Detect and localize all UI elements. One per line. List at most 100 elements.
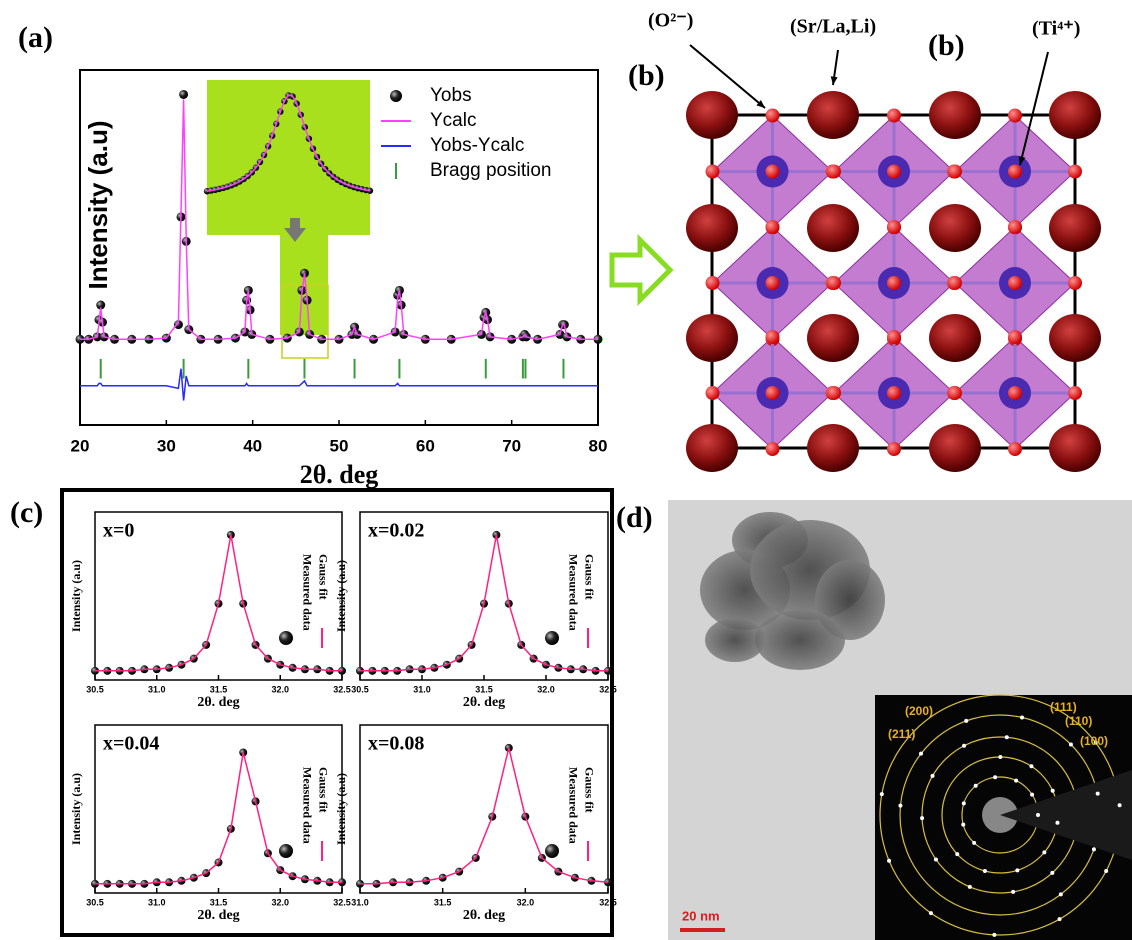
legend-label: Yobs (430, 85, 472, 106)
a-ion (929, 91, 981, 139)
spot (1118, 803, 1122, 807)
panel-label: (a) (18, 21, 53, 54)
o-ion (766, 276, 780, 290)
spot (1069, 743, 1073, 747)
legend-label: Measured data (300, 767, 314, 844)
x-tick-label: 32.0 (271, 897, 289, 907)
y-axis-label: Intensity (a.u) (83, 120, 113, 289)
spot (1030, 793, 1034, 797)
spot (1015, 868, 1019, 872)
chart-title: x=0.04 (103, 733, 159, 755)
x-tick-label: 32.0 (271, 684, 289, 694)
o-ion (948, 386, 962, 400)
x-tick-label: 30.5 (86, 897, 104, 907)
chart-title: x=0.08 (368, 733, 424, 755)
spot (962, 744, 966, 748)
ring-label: (211) (888, 727, 915, 741)
o-ion (948, 165, 962, 179)
spot (934, 857, 938, 861)
legend-label: Measured data (300, 554, 314, 631)
o-ion (1008, 330, 1022, 344)
o-ion (887, 386, 901, 400)
legend-label: Gauss fit (316, 767, 330, 813)
y-axis-label: Intensity (a.u) (69, 560, 83, 632)
o-ion (706, 276, 720, 290)
atom-label: (Ti⁴⁺) (1032, 18, 1080, 40)
x-tick-label: 70 (502, 436, 521, 455)
spot (929, 911, 933, 915)
x-tick-label: 30 (157, 436, 176, 455)
ring-label: (200) (905, 704, 933, 718)
x-tick-label: 31.5 (475, 684, 493, 694)
o-ion (827, 386, 841, 400)
x-axis-label: 2θ. deg (197, 695, 239, 710)
ring-label: (110) (1065, 714, 1092, 728)
o-ion (1008, 386, 1022, 400)
a-ion (807, 204, 859, 252)
spot (962, 801, 966, 805)
legend-label: Gauss fit (316, 554, 330, 600)
spot (1055, 821, 1059, 825)
o-ion (887, 330, 901, 344)
a-ion (929, 314, 981, 362)
crystal-structure (686, 45, 1101, 472)
o-ion (766, 109, 780, 123)
o-ion (1008, 276, 1022, 290)
spot (998, 755, 1002, 759)
o-ion (1008, 109, 1022, 123)
legend-label: Bragg position (430, 160, 551, 181)
o-ion (766, 220, 780, 234)
panel-frame (62, 490, 612, 935)
x-tick-label: 32.5 (599, 897, 617, 907)
y-axis-label: Intensity (a.u) (334, 773, 348, 845)
legend-marker (279, 844, 293, 858)
legend-label: Gauss fit (582, 554, 596, 600)
data-point (179, 90, 188, 99)
legend-marker (279, 631, 293, 645)
inset-bg (207, 80, 370, 235)
arrow (612, 240, 670, 300)
o-ion (1008, 442, 1022, 456)
tem-image: (200)(211)(111)(110)(100)20 nm (668, 500, 1132, 940)
a-ion (686, 424, 738, 472)
a-ion (686, 314, 738, 362)
x-tick-label: 50 (330, 436, 349, 455)
o-ion (887, 220, 901, 234)
a-ion (686, 91, 738, 139)
spot (1050, 871, 1054, 875)
o-ion (766, 165, 780, 179)
x-axis-label: 2θ. deg (197, 908, 239, 923)
ring-label: (100) (1080, 734, 1108, 748)
legend-label: Yobs-Ycalc (430, 135, 524, 156)
x-tick-label: 30.5 (86, 684, 104, 694)
x-tick-label: 31.0 (413, 684, 431, 694)
a-ion (807, 91, 859, 139)
spot (1014, 779, 1018, 783)
spot (983, 869, 987, 873)
o-ion (1068, 276, 1082, 290)
panel-label: (d) (616, 501, 653, 534)
o-ion (887, 276, 901, 290)
particle (705, 618, 765, 662)
x-tick-label: 31.5 (434, 897, 452, 907)
spot (964, 719, 968, 723)
spot (961, 823, 965, 827)
o-ion (1008, 220, 1022, 234)
spot (880, 792, 884, 796)
x-tick-label: 32.5 (333, 897, 351, 907)
a-ion (929, 424, 981, 472)
spot (955, 852, 959, 856)
o-ion (766, 442, 780, 456)
x-axis-label: 2θ. deg (300, 460, 379, 489)
ring-label: (111) (1050, 700, 1077, 714)
y-axis-label: Intensity (a.u) (69, 773, 83, 845)
o-ion (887, 442, 901, 456)
particle (755, 610, 845, 670)
x-tick-label: 20 (71, 436, 90, 455)
spot (1104, 869, 1108, 873)
spot (1058, 917, 1062, 921)
o-ion (766, 386, 780, 400)
legend-label: Gauss fit (582, 767, 596, 813)
spot (1005, 735, 1009, 739)
x-tick-label: 60 (416, 436, 435, 455)
